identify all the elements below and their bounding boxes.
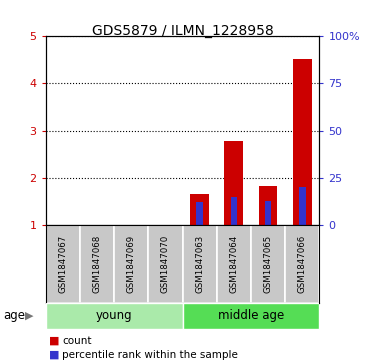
Bar <box>259 186 277 225</box>
Text: age: age <box>4 309 26 322</box>
Text: young: young <box>96 309 132 322</box>
Bar <box>46 225 80 303</box>
Bar <box>46 303 182 329</box>
Text: ■: ■ <box>49 350 60 360</box>
Text: GSM1847069: GSM1847069 <box>127 235 136 293</box>
Text: ▶: ▶ <box>25 311 33 321</box>
Bar <box>293 59 312 225</box>
Text: GSM1847063: GSM1847063 <box>195 235 204 293</box>
Bar <box>148 225 182 303</box>
Bar <box>285 225 319 303</box>
Text: GDS5879 / ILMN_1228958: GDS5879 / ILMN_1228958 <box>92 24 273 38</box>
Text: GSM1847067: GSM1847067 <box>58 235 67 293</box>
Bar <box>251 225 285 303</box>
Text: ■: ■ <box>49 336 60 346</box>
Bar <box>265 200 271 225</box>
Bar <box>196 203 203 225</box>
Text: GSM1847068: GSM1847068 <box>92 235 101 293</box>
Bar <box>190 195 209 225</box>
Bar <box>217 225 251 303</box>
Text: GSM1847066: GSM1847066 <box>298 235 307 293</box>
Bar <box>182 303 319 329</box>
Text: GSM1847065: GSM1847065 <box>264 235 273 293</box>
Bar <box>231 197 237 225</box>
Bar <box>182 225 217 303</box>
Bar <box>224 141 243 225</box>
Bar <box>299 187 306 225</box>
Text: GSM1847064: GSM1847064 <box>229 235 238 293</box>
Text: percentile rank within the sample: percentile rank within the sample <box>62 350 238 360</box>
Bar <box>80 225 114 303</box>
Text: middle age: middle age <box>218 309 284 322</box>
Text: GSM1847070: GSM1847070 <box>161 235 170 293</box>
Bar <box>114 225 148 303</box>
Text: count: count <box>62 336 92 346</box>
